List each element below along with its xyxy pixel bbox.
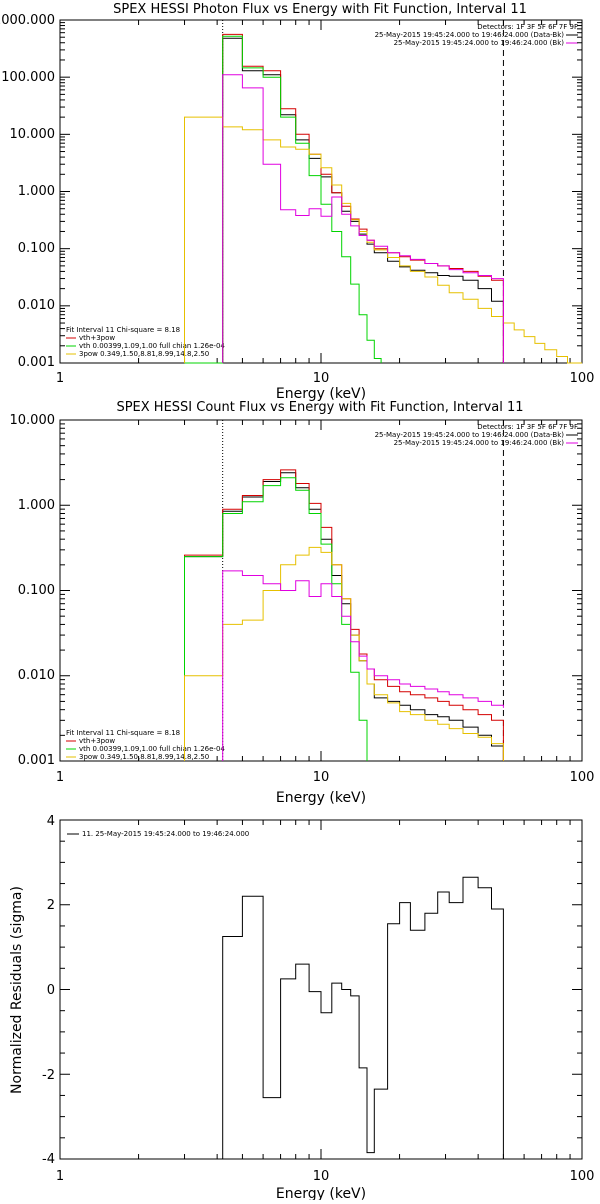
fit-legend-entry: vth 0.00399,1.09,1.00 full chian 1.26e-0… — [79, 745, 225, 753]
y-axis-label: Normalized Residuals (sigma) — [9, 886, 25, 1094]
x-tick-label: 1 — [56, 371, 64, 386]
legend-entry: 25-May-2015 19:45:24.000 to 19:46:24.000… — [394, 39, 565, 47]
y-tick-label: 1.000 — [18, 498, 55, 513]
chart-title: SPEX HESSI Count Flux vs Energy with Fit… — [116, 400, 523, 415]
y-tick-label: 0.100 — [18, 241, 55, 256]
x-axis-label: Energy (keV) — [276, 1186, 366, 1200]
series-group — [184, 469, 504, 761]
y-tick-label: 0.001 — [18, 355, 55, 370]
legend-entry: 11. 25-May-2015 19:45:24.000 to 19:46:24… — [82, 830, 249, 838]
fit-legend-entry: Fit Interval 11 Chi-square = 8.18 — [66, 729, 180, 737]
x-tick-label: 100 — [570, 770, 595, 785]
chart-title: SPEX HESSI Photon Flux vs Energy with Fi… — [113, 2, 527, 17]
series-line-bk — [222, 74, 504, 363]
series-line-data-bk — [184, 472, 504, 761]
fit-legend-entry: 3pow 0.349,1.50,8.81,8.99,14.8,2.50 — [79, 350, 209, 358]
y-axis-ticks — [60, 419, 582, 762]
y-tick-label: 10.000 — [10, 413, 56, 428]
x-axis-ticks — [59, 820, 571, 1159]
fit-legend-entry: 3pow 0.349,1.50,8.81,8.99,14.8,2.50 — [79, 753, 209, 761]
series-line-vth — [184, 477, 368, 761]
y-tick-label: 0.010 — [18, 298, 55, 313]
y-tick-label: 1000.000 — [0, 13, 55, 28]
legend: Detectors: 1F 3F 5F 6F 7F 9F 25-May-2015… — [375, 23, 578, 47]
series-line-3pow — [184, 546, 504, 761]
y-tick-label: 0.001 — [18, 753, 55, 768]
y-tick-label: 2 — [47, 898, 55, 913]
x-axis-ticks — [59, 420, 571, 761]
x-tick-label: 1 — [56, 1169, 64, 1184]
series-line-11 — [222, 876, 504, 1159]
series-line-vth — [184, 35, 382, 364]
x-tick-label: 10 — [313, 1169, 330, 1184]
fit-legend: Fit Interval 11 Chi-square = 8.18 vth+3p… — [66, 729, 225, 761]
series-group — [184, 33, 582, 364]
y-tick-label: 1.000 — [18, 184, 55, 199]
fit-legend: Fit Interval 11 Chi-square = 8.18 vth+3p… — [66, 326, 225, 358]
legend-entry: 25-May-2015 19:45:24.000 to 19:46:24.000… — [375, 31, 565, 39]
y-tick-label: 0.100 — [18, 583, 55, 598]
y-tick-label: 10.000 — [10, 127, 56, 142]
series-line-3pow — [184, 116, 582, 364]
series-line-bk — [222, 570, 504, 761]
x-tick-label: 100 — [570, 371, 595, 386]
series-group — [222, 876, 504, 1159]
fit-legend-entry: vth+3pow — [79, 737, 115, 745]
y-axis-ticks — [60, 19, 582, 364]
series-line-vth-3pow — [184, 469, 504, 761]
y-tick-label: 0 — [47, 983, 55, 998]
fit-legend-entry: Fit Interval 11 Chi-square = 8.18 — [66, 326, 180, 334]
y-tick-label: 100.000 — [1, 70, 55, 85]
y-tick-label: 4 — [47, 814, 55, 829]
fit-legend-entry: vth 0.00399,1.09,1.00 full chian 1.26e-0… — [79, 342, 225, 350]
x-axis-label: Energy (keV) — [276, 386, 366, 402]
fit-legend-entry: vth+3pow — [79, 334, 115, 342]
y-axis-ticks — [60, 819, 582, 1160]
x-axis-ticks — [59, 20, 571, 363]
legend-entry: 25-May-2015 19:45:24.000 to 19:46:24.000… — [394, 439, 565, 447]
legend: Detectors: 1F 3F 5F 6F 7F 9F 25-May-2015… — [375, 423, 578, 447]
legend-header: Detectors: 1F 3F 5F 6F 7F 9F — [477, 23, 578, 31]
y-tick-label: 0.010 — [18, 668, 55, 683]
series-line-vth-3pow — [222, 33, 504, 363]
x-tick-label: 10 — [313, 770, 330, 785]
residuals-panel: -4 -2 0 2 4 1 10 100 Energy (keV) Normal… — [9, 814, 595, 1202]
legend-header: Detectors: 1F 3F 5F 6F 7F 9F — [477, 423, 578, 431]
legend: 11. 25-May-2015 19:45:24.000 to 19:46:24… — [67, 830, 249, 838]
legend-entry: 25-May-2015 19:45:24.000 to 19:46:24.000… — [375, 431, 565, 439]
x-tick-label: 100 — [570, 1169, 595, 1184]
y-tick-label: -2 — [42, 1068, 55, 1083]
x-axis-label: Energy (keV) — [276, 790, 366, 806]
x-tick-label: 10 — [313, 371, 330, 386]
y-tick-label: -4 — [42, 1152, 55, 1167]
count-flux-panel: SPEX HESSI Count Flux vs Energy with Fit… — [10, 400, 595, 806]
photon-flux-panel: SPEX HESSI Photon Flux vs Energy with Fi… — [0, 2, 594, 402]
x-tick-label: 1 — [56, 770, 64, 785]
